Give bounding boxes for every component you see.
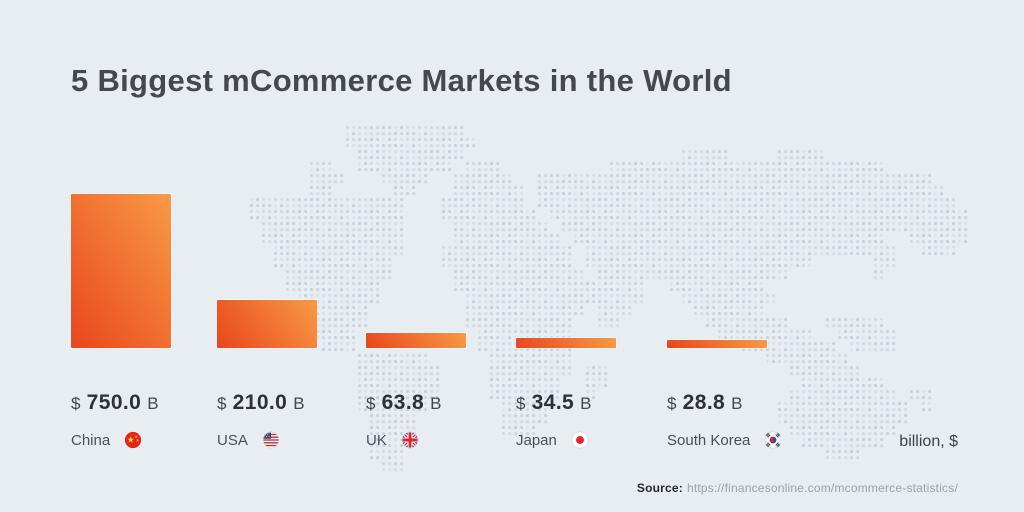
- value-number: 28.8: [682, 391, 726, 414]
- svg-text:★: ★: [135, 434, 139, 439]
- svg-text:★: ★: [127, 435, 135, 445]
- country-name: UK: [366, 431, 387, 449]
- value-number: 210.0: [232, 391, 288, 414]
- source-note: Source: https://financesonline.com/mcomme…: [637, 481, 958, 495]
- market-value-south-korea: $28.8 B: [667, 391, 743, 415]
- value-unit: B: [580, 394, 592, 413]
- south-korea-flag-icon: [764, 431, 782, 449]
- value-unit: B: [731, 394, 743, 413]
- bar-japan: [516, 338, 616, 348]
- svg-text:★: ★: [136, 437, 140, 442]
- value-number: 750.0: [86, 391, 142, 414]
- bar-china: [71, 194, 171, 348]
- market-label-japan: Japan: [516, 431, 589, 449]
- country-name: Japan: [516, 431, 557, 449]
- currency-symbol: $: [217, 394, 227, 413]
- market-value-usa: $210.0 B: [217, 391, 305, 415]
- bar-south-korea: [667, 340, 767, 348]
- uk-flag-icon: [401, 431, 419, 449]
- market-value-china: $750.0 B: [71, 391, 159, 415]
- bar-usa: [217, 300, 317, 348]
- currency-symbol: $: [366, 394, 376, 413]
- market-label-usa: USA: [217, 431, 280, 449]
- market-label-china: China ★ ★ ★: [71, 431, 142, 449]
- japan-flag-icon: [571, 431, 589, 449]
- market-value-japan: $34.5 B: [516, 391, 592, 415]
- value-unit: B: [430, 394, 442, 413]
- bar-uk: [366, 333, 466, 348]
- value-unit: B: [293, 394, 305, 413]
- value-unit: B: [147, 394, 159, 413]
- market-label-uk: UK: [366, 431, 419, 449]
- country-name: South Korea: [667, 431, 751, 449]
- market-value-uk: $63.8 B: [366, 391, 442, 415]
- source-label: Source:: [636, 481, 683, 495]
- value-number: 34.5: [531, 391, 575, 414]
- usa-flag-icon: [262, 431, 280, 449]
- currency-symbol: $: [516, 394, 526, 413]
- country-name: USA: [217, 431, 248, 449]
- unit-note: billion, $: [899, 433, 958, 450]
- value-number: 63.8: [381, 391, 425, 414]
- chart-title: 5 Biggest mCommerce Markets in the World: [71, 63, 732, 98]
- country-name: China: [71, 431, 111, 449]
- china-flag-icon: ★ ★ ★: [124, 431, 142, 449]
- currency-symbol: $: [667, 394, 677, 413]
- currency-symbol: $: [71, 394, 81, 413]
- market-label-south-korea: South Korea: [667, 431, 782, 449]
- source-url: https://financesonline.com/mcommerce-sta…: [686, 481, 958, 495]
